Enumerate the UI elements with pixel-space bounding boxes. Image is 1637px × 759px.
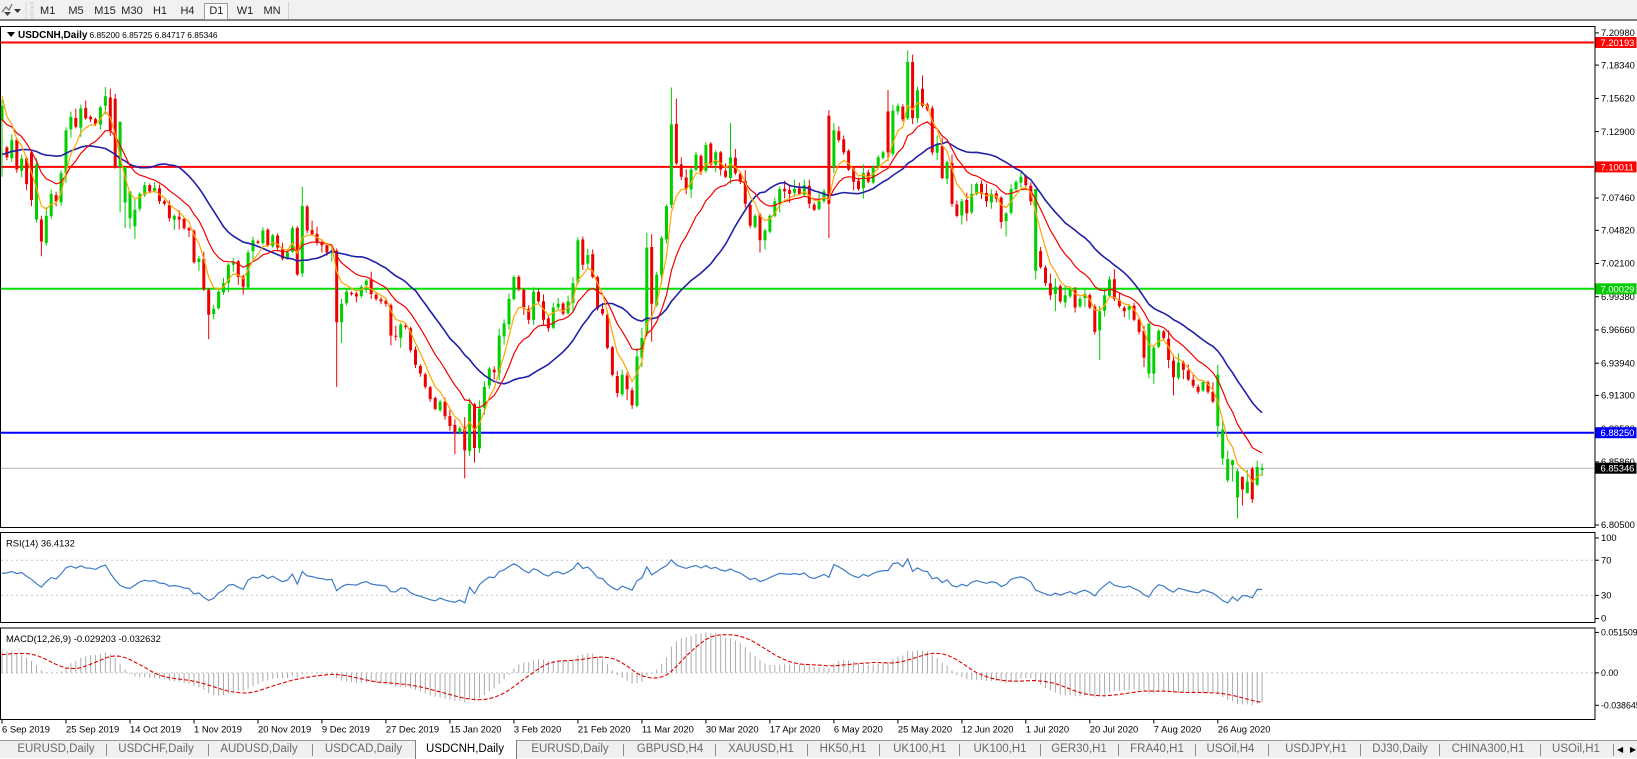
svg-text:6.85200 6.85725 6.84717 6.8534: 6.85200 6.85725 6.84717 6.85346 [90,30,218,40]
svg-text:1 Jul 2020: 1 Jul 2020 [1026,724,1069,735]
svg-text:9 Dec 2019: 9 Dec 2019 [322,724,370,735]
svg-text:7.20980: 7.20980 [1601,27,1635,38]
svg-text:17 Apr 2020: 17 Apr 2020 [770,724,821,735]
svg-text:70: 70 [1601,554,1611,565]
svg-text:3 Feb 2020: 3 Feb 2020 [514,724,561,735]
svg-text:7.10011: 7.10011 [1601,161,1634,172]
svg-text:RSI(14) 36.4132: RSI(14) 36.4132 [6,538,75,549]
svg-text:6 May 2020: 6 May 2020 [834,724,883,735]
svg-text:6.80500: 6.80500 [1601,519,1635,530]
svg-text:30 Mar 2020: 30 Mar 2020 [706,724,759,735]
svg-text:26 Aug 2020: 26 Aug 2020 [1218,724,1271,735]
svg-text:21 Feb 2020: 21 Feb 2020 [578,724,631,735]
svg-text:15 Jan 2020: 15 Jan 2020 [450,724,502,735]
svg-text:-0.038645: -0.038645 [1601,701,1637,711]
svg-text:7.15620: 7.15620 [1601,93,1635,104]
svg-text:27 Dec 2019: 27 Dec 2019 [386,724,439,735]
svg-text:0.00: 0.00 [1601,668,1618,678]
svg-text:7.20193: 7.20193 [1601,37,1635,48]
svg-text:7.04820: 7.04820 [1601,225,1635,236]
svg-text:7.02100: 7.02100 [1601,258,1635,269]
svg-text:7 Aug 2020: 7 Aug 2020 [1154,724,1201,735]
svg-text:20 Nov 2019: 20 Nov 2019 [258,724,311,735]
svg-text:6.88250: 6.88250 [1601,427,1635,438]
svg-text:11 Mar 2020: 11 Mar 2020 [642,724,694,735]
svg-text:7.18340: 7.18340 [1601,59,1635,70]
svg-text:6.96660: 6.96660 [1601,324,1635,335]
svg-text:25 Sep 2019: 25 Sep 2019 [66,724,119,735]
svg-text:7.07460: 7.07460 [1601,192,1635,203]
svg-text:25 May 2020: 25 May 2020 [898,724,952,735]
svg-text:20 Jul 2020: 20 Jul 2020 [1090,724,1138,735]
svg-text:30: 30 [1601,590,1611,601]
svg-text:12 Jun 2020: 12 Jun 2020 [962,724,1014,735]
svg-text:100: 100 [1601,532,1617,543]
svg-text:6.91300: 6.91300 [1601,390,1635,401]
svg-text:6.85860: 6.85860 [1601,456,1635,467]
svg-text:MACD(12,26,9) -0.029203 -0.032: MACD(12,26,9) -0.029203 -0.032632 [6,633,161,644]
svg-text:USDCNH,Daily: USDCNH,Daily [18,30,88,41]
svg-text:14 Oct 2019: 14 Oct 2019 [130,724,181,735]
svg-text:7.00029: 7.00029 [1601,283,1635,294]
svg-text:0: 0 [1601,613,1606,624]
svg-text:6.85346: 6.85346 [1601,463,1635,474]
svg-text:6.93940: 6.93940 [1601,357,1635,368]
svg-text:6.99380: 6.99380 [1601,291,1635,302]
svg-text:0.051509: 0.051509 [1601,628,1637,638]
svg-text:1 Nov 2019: 1 Nov 2019 [194,724,242,735]
svg-text:7.12900: 7.12900 [1601,126,1635,137]
svg-text:6 Sep 2019: 6 Sep 2019 [2,724,50,735]
